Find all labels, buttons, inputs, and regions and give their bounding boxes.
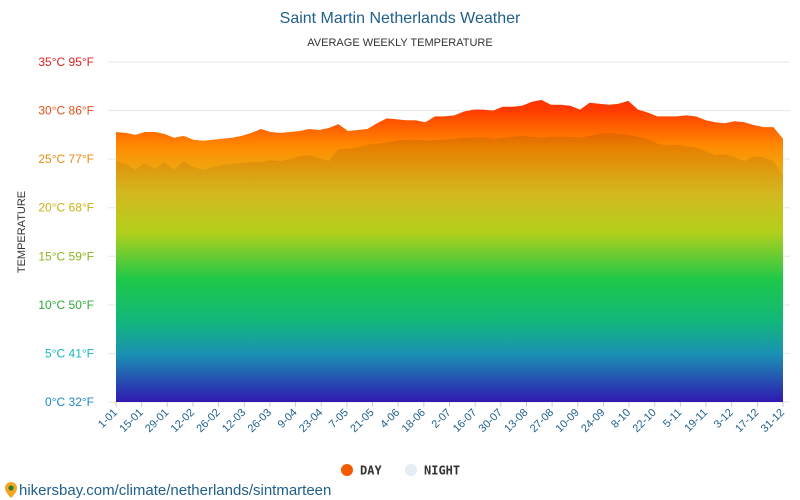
- y-tick-label: 5°C 41°F: [45, 346, 94, 360]
- chart-title: Saint Martin Netherlands Weather: [280, 10, 521, 27]
- series-areas: [116, 99, 783, 402]
- x-tick-label: 12-02: [169, 407, 197, 435]
- y-tick-label: 25°C 77°F: [38, 152, 94, 166]
- y-tick-label: 30°C 86°F: [38, 104, 94, 118]
- y-axis-label: TEMPERATURE: [16, 191, 28, 273]
- x-tick-label: 9-04: [276, 407, 300, 431]
- x-tick-label: 7-05: [327, 407, 351, 431]
- x-tick-label: 1-01: [96, 407, 120, 431]
- y-tick-label: 35°C 95°F: [38, 55, 94, 69]
- x-tick-label: 23-04: [297, 407, 325, 435]
- legend-item-night[interactable]: NIGHT: [405, 464, 460, 478]
- x-tick-label: 10-09: [554, 407, 582, 435]
- x-tick-label: 4-06: [378, 407, 402, 431]
- legend: DAY NIGHT: [341, 464, 460, 478]
- x-tick-label: 8-10: [609, 407, 633, 431]
- x-tick-label: 2-07: [430, 407, 454, 431]
- x-tick-label: 29-01: [143, 407, 171, 435]
- x-tick-label: 27-08: [528, 407, 556, 435]
- x-tick-label: 3-12: [712, 407, 736, 431]
- x-tick-label: 21-05: [348, 407, 376, 435]
- x-tick-label: 30-07: [477, 407, 505, 435]
- legend-item-day[interactable]: DAY: [341, 464, 382, 478]
- night-temperature-area: [116, 132, 783, 402]
- map-pin-icon: [5, 482, 17, 498]
- legend-day-label: DAY: [360, 464, 382, 478]
- source-link[interactable]: hikersbay.com/climate/netherlands/sintma…: [19, 482, 331, 499]
- x-tick-label: 5-11: [661, 407, 684, 430]
- x-tick-label: 13-08: [502, 407, 530, 435]
- y-tick-label: 0°C 32°F: [45, 395, 94, 409]
- y-tick-label: 15°C 59°F: [38, 249, 94, 263]
- y-tick-label: 10°C 50°F: [38, 298, 94, 312]
- x-tick-label: 17-12: [733, 407, 761, 435]
- x-tick-label: 24-09: [579, 407, 607, 435]
- x-tick-label: 15-01: [117, 407, 145, 435]
- x-tick-label: 26-03: [246, 407, 274, 435]
- x-tick-label: 22-10: [630, 407, 658, 435]
- x-tick-label: 12-03: [220, 407, 248, 435]
- x-tick-label: 26-02: [194, 407, 222, 435]
- source-credit[interactable]: hikersbay.com/climate/netherlands/sintma…: [5, 482, 331, 499]
- y-tick-label: 20°C 68°F: [38, 201, 94, 215]
- x-tick-label: 16-07: [451, 407, 479, 435]
- legend-night-marker: [405, 464, 417, 476]
- x-tick-label: 19-11: [682, 407, 710, 435]
- chart-subtitle: AVERAGE WEEKLY TEMPERATURE: [307, 37, 492, 49]
- y-axis-ticks: 0°C 32°F 5°C 41°F 10°C 50°F 15°C 59°F 20°C 6…: [38, 55, 94, 409]
- x-tick-label: 18-06: [400, 407, 428, 435]
- legend-night-label: NIGHT: [424, 464, 460, 478]
- x-tick-label: 31-12: [759, 407, 787, 435]
- legend-day-marker: [341, 464, 353, 476]
